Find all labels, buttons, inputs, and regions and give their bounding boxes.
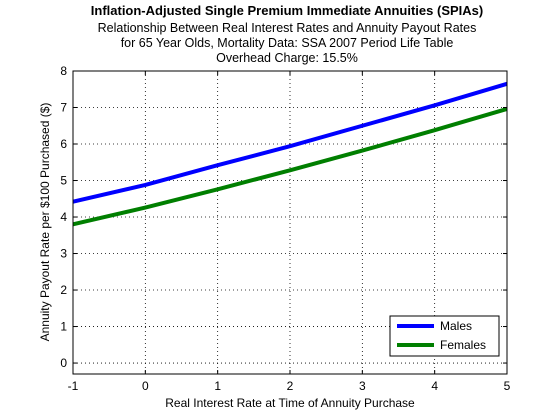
x-tick-label: -1 <box>68 379 79 393</box>
y-tick-label: 6 <box>60 137 67 151</box>
y-tick-label: 7 <box>60 101 67 115</box>
y-axis-label: Annuity Payout Rate per $100 Purchased (… <box>38 103 52 342</box>
legend: Males Females <box>389 315 500 357</box>
legend-box <box>389 315 500 357</box>
x-tick-label: 5 <box>504 379 511 393</box>
chart-subtitle-line-2: for 65 Year Olds, Mortality Data: SSA 20… <box>121 36 454 50</box>
y-tick-label: 2 <box>60 283 67 297</box>
x-tick-label: 1 <box>214 379 221 393</box>
chart-subtitle-line-1: Relationship Between Real Interest Rates… <box>98 21 477 35</box>
series-line-males <box>72 81 508 204</box>
y-tick-label: 4 <box>60 210 67 224</box>
legend-label-females: Females <box>440 338 486 352</box>
chart-subtitle-line-3: Overhead Charge: 15.5% <box>216 51 358 65</box>
y-tick-label: 8 <box>60 64 67 78</box>
y-tick-label: 0 <box>60 356 67 370</box>
y-tick-label: 3 <box>60 247 67 261</box>
x-tick-label: 0 <box>142 379 149 393</box>
x-tick-label: 3 <box>359 379 366 393</box>
series-line-females <box>72 107 508 227</box>
series-layer <box>72 81 508 227</box>
legend-label-males: Males <box>440 319 472 333</box>
y-tick-label: 1 <box>60 320 67 334</box>
x-tick-label: 4 <box>431 379 438 393</box>
x-axis-label: Real Interest Rate at Time of Annuity Pu… <box>165 396 415 410</box>
y-tick-label: 5 <box>60 174 67 188</box>
chart-title: Inflation-Adjusted Single Premium Immedi… <box>91 3 483 18</box>
x-tick-label: 2 <box>287 379 294 393</box>
